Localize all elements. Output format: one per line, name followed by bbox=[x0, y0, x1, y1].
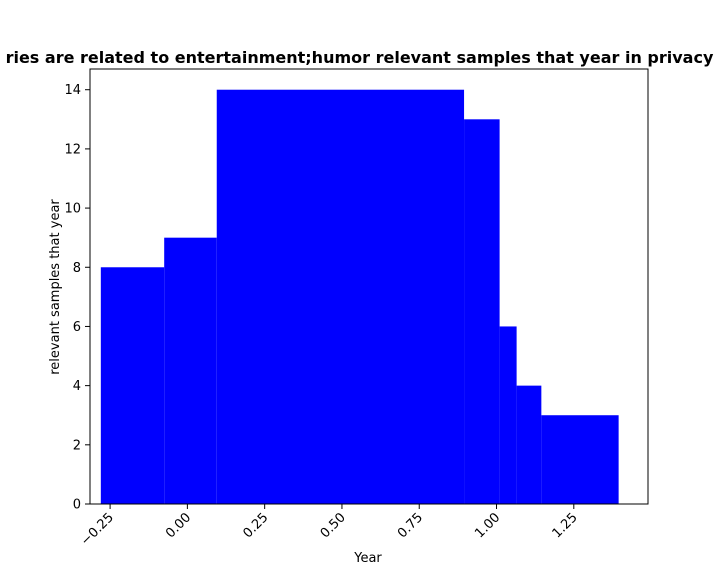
y-tick-label-7: 14 bbox=[64, 83, 81, 98]
bar-3 bbox=[464, 119, 500, 504]
y-tick-label-0: 0 bbox=[73, 498, 81, 513]
y-tick-label-1: 2 bbox=[73, 438, 81, 453]
y-tick-label-5: 10 bbox=[64, 202, 81, 217]
x-tick-label-4: 0.75 bbox=[395, 510, 426, 541]
plot-frame bbox=[89, 68, 649, 505]
y-tick-label-6: 12 bbox=[64, 142, 81, 157]
chart-title: ries are related to entertainment;humor … bbox=[6, 48, 720, 67]
x-axis-label: Year bbox=[353, 551, 382, 566]
y-axis-label: relevant samples that year bbox=[48, 199, 63, 375]
bars-group bbox=[100, 89, 619, 504]
x-tick-label-2: 0.25 bbox=[240, 510, 271, 541]
bar-6 bbox=[541, 415, 619, 504]
bar-2 bbox=[216, 89, 465, 504]
x-tick-label-3: 0.50 bbox=[318, 510, 349, 541]
y-tick-label-4: 8 bbox=[73, 261, 81, 276]
x-tick-label-0: −0.25 bbox=[78, 510, 117, 549]
bar-1 bbox=[164, 237, 217, 504]
y-axis: 0 2 4 6 8 10 12 14 bbox=[64, 83, 90, 513]
x-tick-label-1: 0.00 bbox=[163, 510, 194, 541]
x-axis: −0.25 0.00 0.25 0.50 0.75 1.00 1.25 bbox=[78, 504, 581, 549]
bar-5 bbox=[516, 385, 542, 504]
bar-0 bbox=[100, 267, 165, 504]
x-tick-label-5: 1.00 bbox=[472, 510, 503, 541]
x-tick-label-6: 1.25 bbox=[550, 510, 581, 541]
y-tick-label-2: 4 bbox=[73, 379, 81, 394]
bar-4 bbox=[499, 326, 517, 504]
y-tick-label-3: 6 bbox=[73, 320, 81, 335]
